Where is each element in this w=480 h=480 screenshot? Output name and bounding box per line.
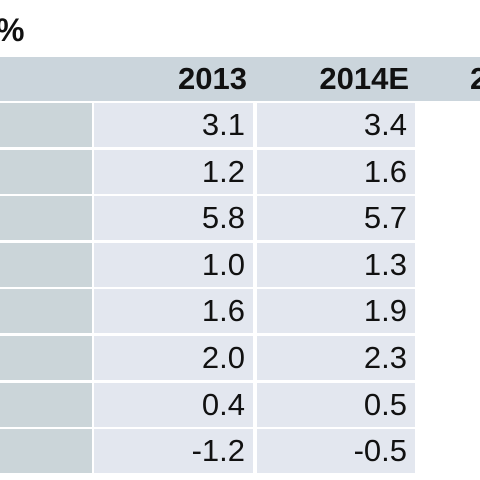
sheet-title: % [0, 12, 24, 49]
data-cell[interactable]: -0.5 [257, 429, 415, 474]
data-cell[interactable]: 0.5 [257, 382, 415, 427]
data-cell[interactable]: 1.0 [94, 242, 253, 287]
data-cell[interactable]: 5.8 [94, 196, 253, 241]
data-cell[interactable]: 1.3 [257, 242, 415, 287]
data-cell[interactable]: 0.4 [94, 382, 253, 427]
column-header[interactable]: 2013 [94, 57, 255, 101]
row-label-cell[interactable] [0, 336, 92, 380]
row-label-cell[interactable] [0, 429, 92, 474]
data-cell[interactable]: 1.6 [94, 289, 253, 334]
row-label-cell[interactable] [0, 149, 92, 194]
column-header[interactable]: 2014E [257, 57, 417, 101]
data-cell[interactable]: 5.7 [257, 196, 415, 241]
row-label-cell[interactable] [0, 382, 92, 427]
data-cell[interactable]: 2.3 [257, 336, 415, 380]
row-label-cell[interactable] [0, 242, 92, 287]
row-label-cell[interactable] [0, 289, 92, 334]
data-cell[interactable]: 1.9 [257, 289, 415, 334]
data-cell[interactable]: 2.0 [94, 336, 253, 380]
data-cell[interactable]: -1.2 [94, 429, 253, 474]
data-cell[interactable]: 3.1 [94, 103, 253, 147]
data-cell[interactable]: 1.6 [257, 149, 415, 194]
row-label-cell[interactable] [0, 103, 92, 147]
column-header[interactable]: 2 [420, 57, 480, 101]
data-cell[interactable]: 1.2 [94, 149, 253, 194]
data-cell[interactable]: 3.4 [257, 103, 415, 147]
row-label-cell[interactable] [0, 196, 92, 241]
